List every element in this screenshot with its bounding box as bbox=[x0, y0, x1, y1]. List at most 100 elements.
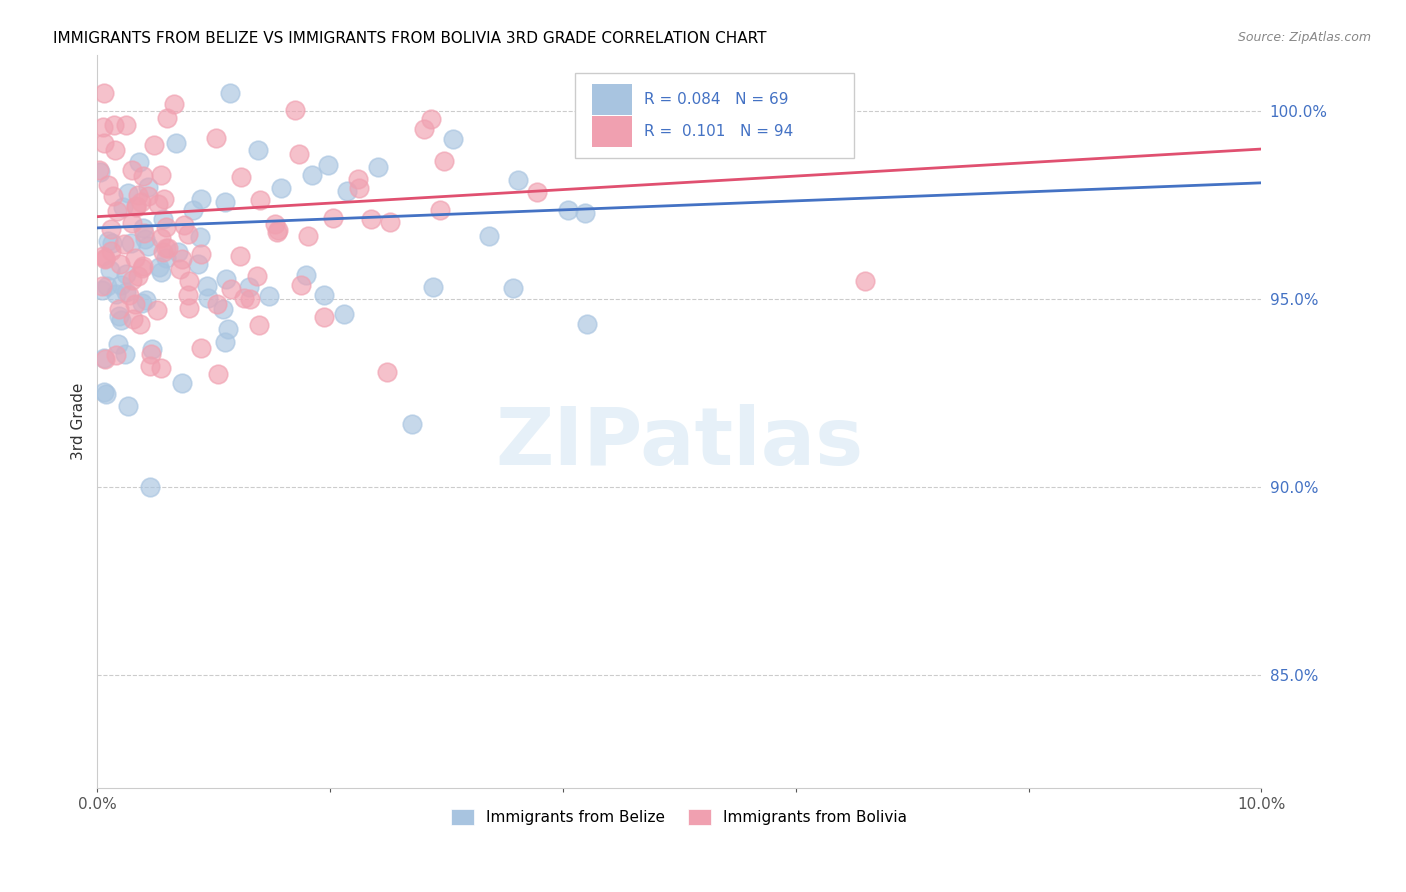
Point bbox=[165, 136, 187, 150]
Point bbox=[378, 215, 401, 229]
Point bbox=[93, 86, 115, 100]
Point bbox=[89, 164, 111, 178]
FancyBboxPatch shape bbox=[575, 73, 853, 158]
Point bbox=[575, 318, 598, 332]
Point bbox=[139, 347, 162, 361]
Point bbox=[172, 376, 194, 391]
Point bbox=[214, 194, 236, 209]
Point bbox=[105, 204, 128, 219]
Point bbox=[215, 272, 238, 286]
Point bbox=[360, 212, 382, 227]
Point bbox=[138, 479, 160, 493]
Point bbox=[301, 168, 323, 182]
Point bbox=[131, 260, 153, 275]
Point bbox=[322, 211, 344, 225]
Point bbox=[100, 235, 122, 250]
Point bbox=[136, 179, 159, 194]
Point bbox=[401, 417, 423, 431]
Point bbox=[134, 232, 156, 246]
Point bbox=[110, 278, 132, 293]
Point bbox=[136, 189, 159, 203]
Point bbox=[146, 197, 169, 211]
Point bbox=[214, 335, 236, 350]
Point bbox=[179, 274, 201, 288]
Point bbox=[232, 292, 254, 306]
Point bbox=[124, 251, 146, 265]
Point bbox=[93, 251, 115, 265]
Point bbox=[110, 313, 132, 327]
Point bbox=[120, 236, 142, 251]
Point bbox=[121, 163, 143, 178]
Text: R =  0.101   N = 94: R = 0.101 N = 94 bbox=[644, 124, 794, 139]
Point bbox=[108, 257, 131, 271]
Point bbox=[211, 301, 233, 316]
Point bbox=[131, 296, 153, 310]
Point bbox=[221, 282, 243, 296]
Point bbox=[156, 112, 179, 126]
Point bbox=[87, 163, 110, 178]
Point bbox=[349, 181, 371, 195]
Point bbox=[93, 136, 115, 150]
Point bbox=[197, 291, 219, 305]
Point bbox=[152, 245, 174, 260]
Point bbox=[155, 242, 177, 256]
Point bbox=[506, 172, 529, 186]
Point bbox=[114, 347, 136, 361]
Point bbox=[129, 194, 152, 209]
Point bbox=[238, 292, 260, 306]
Point bbox=[150, 360, 173, 375]
Point bbox=[249, 193, 271, 207]
Point bbox=[204, 131, 226, 145]
Point bbox=[150, 169, 173, 183]
Point bbox=[177, 227, 200, 242]
Point bbox=[294, 268, 316, 282]
Point bbox=[107, 337, 129, 351]
Point bbox=[97, 178, 120, 193]
Point bbox=[94, 386, 117, 401]
Point bbox=[526, 185, 548, 199]
Point bbox=[217, 322, 239, 336]
Point bbox=[181, 202, 204, 217]
Point bbox=[231, 170, 253, 185]
Legend: Immigrants from Belize, Immigrants from Bolivia: Immigrants from Belize, Immigrants from … bbox=[446, 803, 914, 831]
Point bbox=[270, 181, 292, 195]
Point bbox=[167, 244, 190, 259]
Point bbox=[443, 132, 465, 146]
Point bbox=[97, 234, 120, 248]
Text: ZIPatlas: ZIPatlas bbox=[495, 404, 863, 483]
Point bbox=[94, 352, 117, 367]
Point bbox=[152, 211, 174, 226]
Point bbox=[129, 318, 152, 332]
Text: IMMIGRANTS FROM BELIZE VS IMMIGRANTS FROM BOLIVIA 3RD GRADE CORRELATION CHART: IMMIGRANTS FROM BELIZE VS IMMIGRANTS FRO… bbox=[53, 31, 766, 46]
Point bbox=[91, 249, 114, 263]
Point bbox=[125, 200, 148, 214]
Point bbox=[124, 297, 146, 311]
Point bbox=[115, 118, 138, 132]
Point bbox=[112, 237, 135, 252]
Point bbox=[190, 193, 212, 207]
Point bbox=[121, 273, 143, 287]
Point bbox=[173, 218, 195, 232]
Point bbox=[422, 279, 444, 293]
Point bbox=[132, 169, 155, 183]
Point bbox=[177, 288, 200, 302]
Point bbox=[112, 200, 135, 214]
Point bbox=[238, 280, 260, 294]
Point bbox=[96, 279, 118, 293]
Point bbox=[146, 302, 169, 317]
Point bbox=[115, 285, 138, 299]
Point bbox=[297, 229, 319, 244]
Point bbox=[478, 229, 501, 244]
Point bbox=[104, 287, 127, 301]
Point bbox=[188, 229, 211, 244]
Point bbox=[91, 283, 114, 297]
Point bbox=[367, 161, 389, 175]
Point bbox=[259, 289, 281, 303]
Point bbox=[103, 188, 125, 202]
Point bbox=[134, 226, 156, 240]
Point bbox=[413, 121, 436, 136]
Point bbox=[179, 301, 201, 316]
Point bbox=[98, 263, 121, 277]
Point bbox=[333, 307, 356, 321]
Point bbox=[100, 222, 122, 236]
